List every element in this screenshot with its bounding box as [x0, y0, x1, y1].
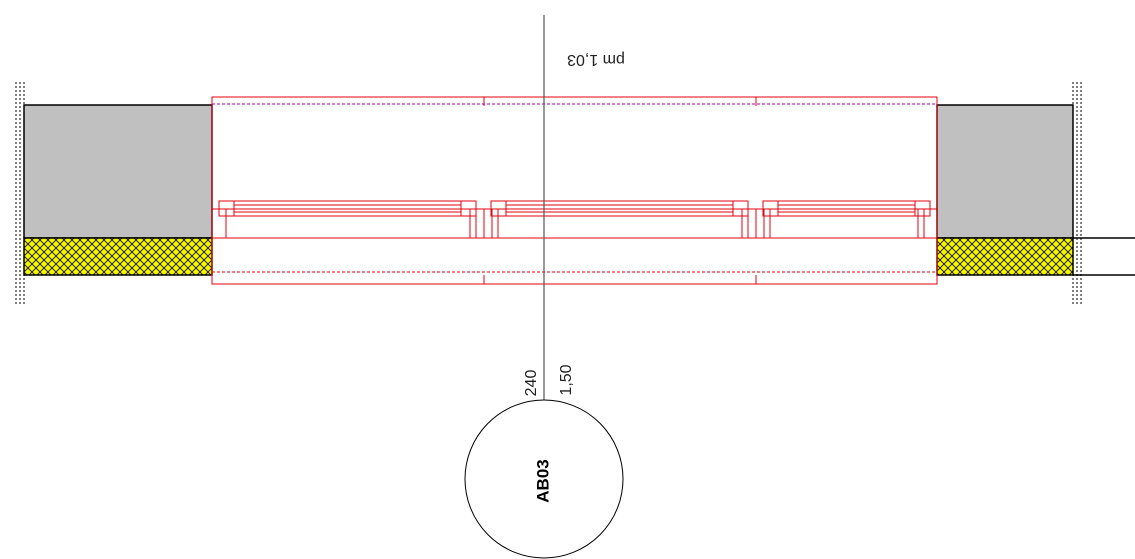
- dimension-label-left: 240: [523, 370, 540, 397]
- window-sash-1: [218, 200, 477, 217]
- window-opening: [211, 96, 938, 285]
- insulation-left: [23, 237, 213, 276]
- window-sash-3: [762, 200, 931, 217]
- insulation-right: [936, 237, 1074, 276]
- right-wall-section: [936, 82, 1135, 305]
- dimension-label-right: 1,50: [558, 364, 575, 395]
- left-wall-section: [15, 82, 213, 305]
- upside-down-label: pm 1,03: [567, 51, 625, 68]
- wall-right-block: [936, 104, 1074, 239]
- window-outline: [211, 96, 938, 285]
- window-tag-label: AB03: [533, 459, 552, 502]
- window-tag[interactable]: AB03: [464, 399, 624, 559]
- circle-tag-icon: [464, 399, 624, 559]
- wall-left-block: [23, 104, 213, 239]
